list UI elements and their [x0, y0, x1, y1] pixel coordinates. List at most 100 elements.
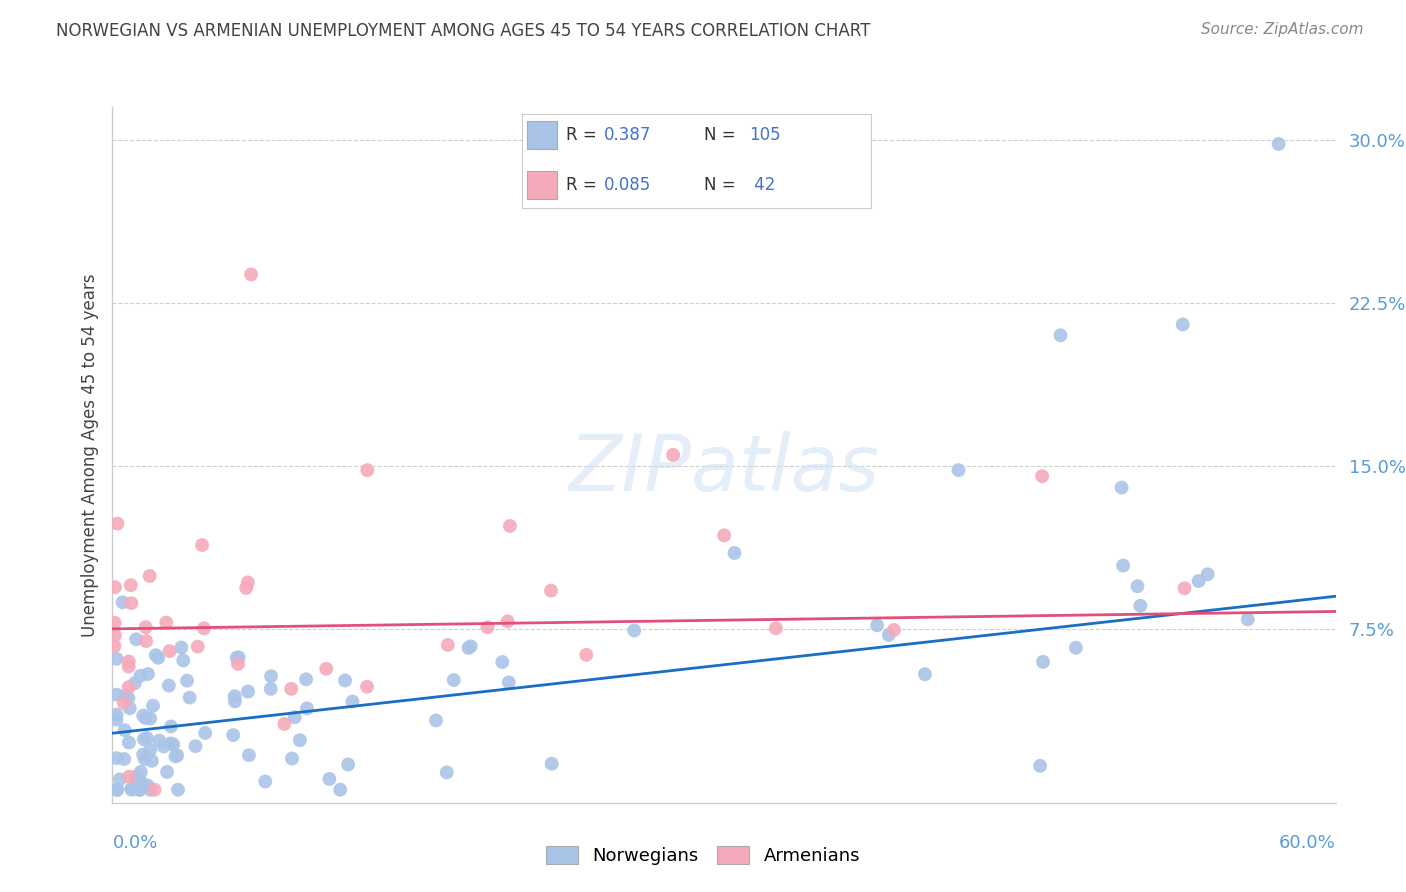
Point — [1126, 579, 1149, 593]
Point — [1236, 612, 1258, 626]
Point — [107, 516, 129, 531]
Point — [1031, 469, 1053, 483]
Point — [176, 673, 198, 688]
Point — [132, 732, 155, 747]
Point — [1064, 640, 1087, 655]
Point — [167, 782, 190, 797]
Point — [281, 751, 304, 765]
Point — [135, 711, 157, 725]
Point — [129, 669, 152, 683]
Point — [107, 782, 129, 797]
Point — [118, 701, 141, 715]
Point — [125, 632, 148, 647]
Point — [160, 719, 183, 733]
Point — [540, 583, 562, 598]
Point — [142, 698, 165, 713]
Point — [723, 546, 745, 560]
Point — [236, 575, 259, 590]
Point — [152, 739, 174, 754]
Point — [103, 639, 125, 653]
Point — [356, 680, 378, 694]
Point — [1171, 318, 1194, 332]
Point — [108, 772, 131, 787]
Point — [111, 595, 134, 609]
Point — [125, 781, 148, 796]
Point — [105, 751, 128, 765]
Point — [104, 628, 127, 642]
Point — [238, 748, 260, 763]
Point — [129, 764, 152, 779]
Point — [194, 726, 217, 740]
Point — [114, 723, 136, 738]
Point — [134, 752, 156, 766]
Text: ZIPatlas: ZIPatlas — [568, 431, 880, 507]
Point — [143, 782, 166, 797]
Y-axis label: Unemployment Among Ages 45 to 54 years: Unemployment Among Ages 45 to 54 years — [80, 273, 98, 637]
Point — [132, 747, 155, 762]
Point — [575, 648, 598, 662]
Point — [166, 748, 188, 763]
Point — [155, 615, 177, 630]
Point — [228, 650, 250, 665]
Point — [499, 519, 522, 533]
Point — [260, 669, 283, 683]
Point — [342, 695, 364, 709]
Point — [914, 667, 936, 681]
Point — [132, 708, 155, 723]
Text: 0.0%: 0.0% — [112, 834, 157, 852]
Point — [156, 764, 179, 779]
Point — [1197, 567, 1219, 582]
Text: 60.0%: 60.0% — [1279, 834, 1336, 852]
Point — [139, 743, 162, 757]
Point — [170, 640, 193, 655]
Point — [138, 569, 160, 583]
Point — [662, 448, 685, 462]
Point — [159, 736, 181, 750]
Point — [118, 680, 141, 694]
Legend: Norwegians, Armenians: Norwegians, Armenians — [537, 838, 869, 874]
Point — [105, 652, 128, 666]
Point — [225, 650, 247, 665]
Point — [118, 770, 141, 784]
Point — [540, 756, 562, 771]
Point — [120, 596, 142, 610]
Point — [318, 772, 340, 786]
Point — [477, 620, 499, 634]
Point — [148, 650, 170, 665]
Point — [141, 754, 163, 768]
Point — [136, 779, 159, 793]
Point — [105, 707, 128, 722]
Point — [436, 638, 458, 652]
Point — [425, 714, 447, 728]
Point — [329, 782, 352, 797]
Point — [136, 667, 159, 681]
Point — [1267, 136, 1289, 151]
Point — [162, 738, 184, 752]
Point — [295, 701, 318, 715]
Point — [295, 673, 318, 687]
Point — [226, 657, 249, 671]
Point — [498, 675, 520, 690]
Point — [104, 580, 127, 594]
Point — [165, 749, 187, 764]
Point — [1111, 481, 1133, 495]
Point — [117, 659, 139, 673]
Point — [159, 644, 181, 658]
Point — [120, 782, 142, 797]
Point — [948, 463, 970, 477]
Point — [337, 757, 360, 772]
Point — [135, 620, 157, 634]
Point — [118, 655, 141, 669]
Point — [148, 733, 170, 747]
Point — [120, 578, 142, 592]
Point — [222, 728, 245, 742]
Point — [172, 653, 194, 667]
Point — [139, 782, 162, 797]
Point — [254, 774, 277, 789]
Point — [883, 623, 905, 637]
Point — [187, 640, 209, 654]
Point — [114, 689, 136, 703]
Point — [260, 681, 283, 696]
Point — [118, 735, 141, 749]
Point — [224, 690, 246, 704]
